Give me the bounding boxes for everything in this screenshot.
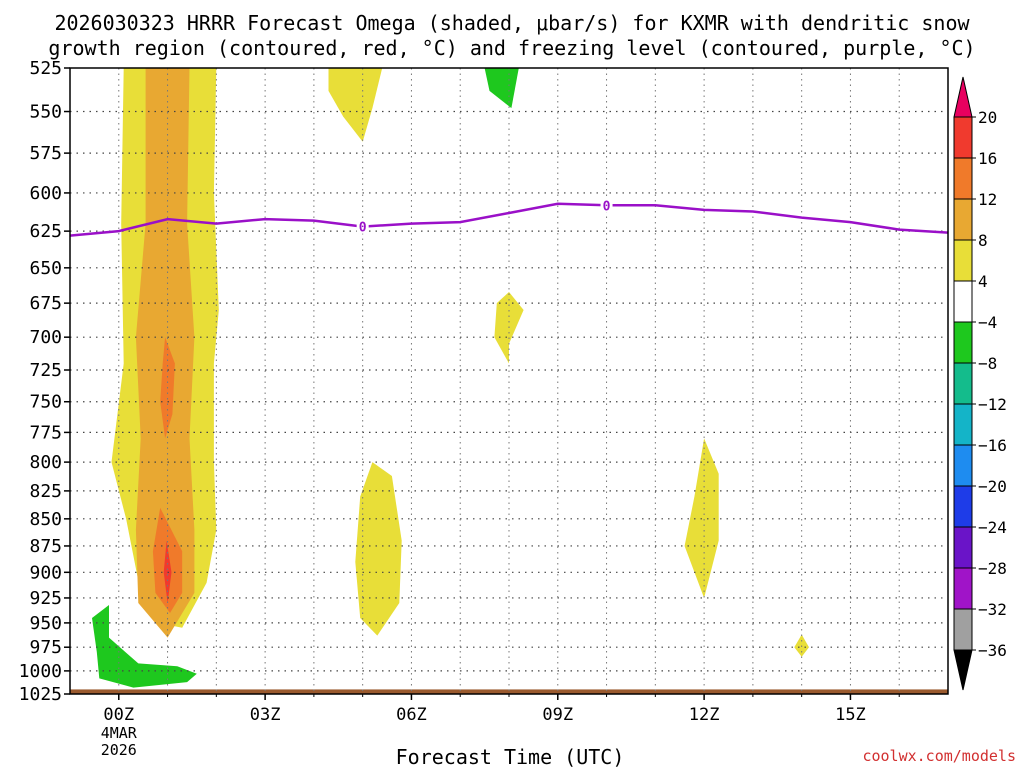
colorbar-swatch [953,280,973,323]
y-tick-label: 700 [29,327,62,348]
colorbar-label: 16 [978,149,997,168]
colorbar-label: 4 [978,272,988,291]
x-tick-label: 15Z [835,705,866,725]
colorbar-swatch [953,485,973,528]
chart-title-line2: growth region (contoured, red, °C) and f… [48,36,975,60]
freezing-level-contour: 00 [69,197,949,237]
y-tick-label: 975 [29,637,62,658]
freezing-level-line [69,202,949,237]
y-tick-label: 775 [29,422,62,443]
y-tick-label: 875 [29,536,62,557]
colorbar-swatch [953,157,973,200]
y-tick-label: 925 [29,588,62,609]
colorbar-swatch [953,526,973,569]
y-tick-label: 1000 [19,661,62,682]
y-tick-label: 650 [29,258,62,279]
colorbar-label: −28 [978,559,1007,578]
omega-region [684,438,719,598]
colorbar-swatch [953,444,973,487]
colorbar-swatch [953,403,973,446]
y-tick-label: 850 [29,509,62,530]
omega-region [484,68,519,109]
colorbar-swatch [953,239,973,282]
freezing-level-label: 0 [603,199,611,214]
colorbar-label: −8 [978,354,997,373]
colorbar-label: 12 [978,190,997,209]
omega-region [328,68,383,142]
credit-text: coolwx.com/models [862,747,1016,765]
x-tick-date: 4MAR [101,724,138,742]
y-axis: 525 550 575 600 625 650 675 700 725 750 775 800 825 8… [19,58,70,705]
y-tick-label: 525 [29,58,62,79]
colorbar-swatch [953,362,973,405]
omega-shaded-regions [92,68,809,688]
x-tick-label: 03Z [250,705,281,725]
colorbar-swatch [953,321,973,364]
x-tick-label: 12Z [689,705,720,725]
colorbar-bottom-arrow [953,649,973,691]
y-tick-label: 900 [29,562,62,583]
colorbar-label: −20 [978,477,1007,496]
colorbar-label: −36 [978,641,1007,660]
colorbar-label: −12 [978,395,1007,414]
omega-region [355,462,402,636]
y-tick-label: 575 [29,143,62,164]
omega-region [92,605,197,688]
ground-strip [70,689,948,694]
y-tick-label: 725 [29,360,62,381]
y-tick-label: 1025 [19,684,62,705]
contour-label-bg [600,197,613,213]
colorbar-label: −4 [978,313,997,332]
x-tick-year: 2026 [101,741,137,759]
x-tick-label: 09Z [542,705,573,725]
y-tick-label: 950 [29,613,62,634]
colorbar-legend: 20 16 12 8 4 −4 −8 −12 −16 −20 −24 −28 −32 −36 [953,76,1007,691]
x-tick-label: 06Z [396,705,427,725]
y-tick-label: 825 [29,481,62,502]
x-tick-label: 00Z [103,705,134,725]
chart-title-line1: 2026030323 HRRR Forecast Omega (shaded, … [54,11,970,35]
colorbar-label: −32 [978,600,1007,619]
y-tick-label: 625 [29,221,62,242]
colorbar-top-arrow [953,76,973,118]
x-axis-label: Forecast Time (UTC) [396,745,625,768]
ground-layer [70,689,948,694]
colorbar-label: 8 [978,231,988,250]
y-tick-label: 600 [29,183,62,204]
colorbar-swatch [953,198,973,241]
colorbar-label: −24 [978,518,1007,537]
colorbar-swatch [953,567,973,610]
colorbar-swatch [953,116,973,159]
colorbar-label: −16 [978,436,1007,455]
y-tick-label: 550 [29,102,62,123]
colorbar-label: 20 [978,108,997,127]
y-tick-label: 750 [29,392,62,413]
y-tick-label: 800 [29,452,62,473]
freezing-level-label: 0 [359,221,367,236]
contour-label-bg [356,218,369,234]
colorbar-swatch [953,608,973,651]
y-tick-label: 675 [29,293,62,314]
